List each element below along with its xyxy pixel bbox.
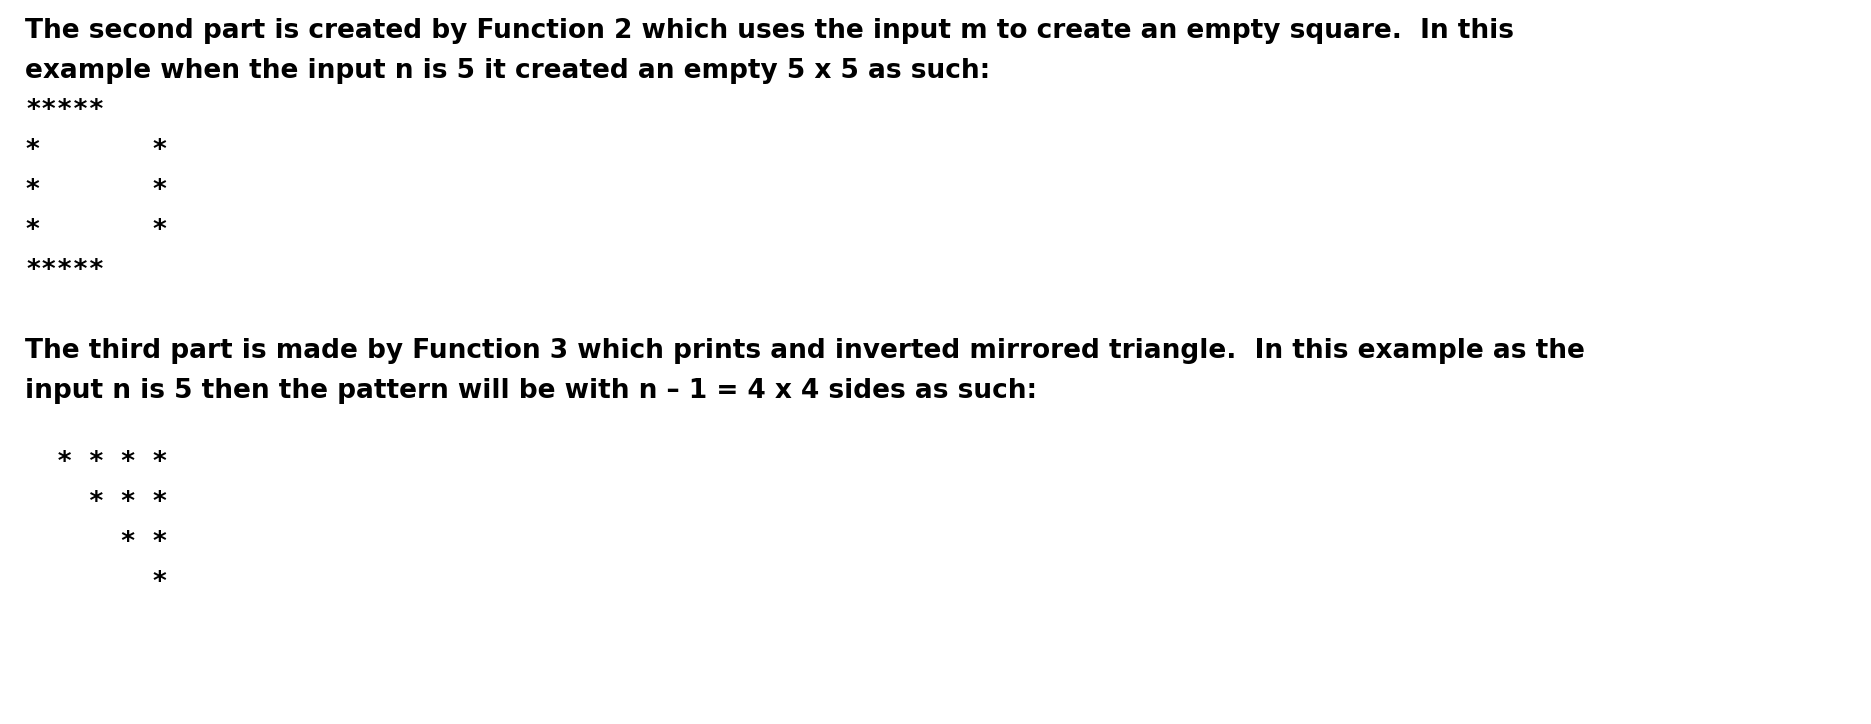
Text: The third part is made by Function 3 which prints and inverted mirrored triangle: The third part is made by Function 3 whi… [24, 338, 1585, 364]
Text: *       *: * * [24, 218, 168, 244]
Text: The second part is created by Function 2 which uses the input m to create an emp: The second part is created by Function 2… [24, 18, 1514, 44]
Text: *****: ***** [24, 258, 105, 284]
Text: *       *: * * [24, 138, 168, 164]
Text: * * *: * * * [24, 490, 168, 516]
Text: * *: * * [24, 530, 168, 556]
Text: input n is 5 then the pattern will be with n – 1 = 4 x 4 sides as such:: input n is 5 then the pattern will be wi… [24, 378, 1037, 404]
Text: * * * *: * * * * [24, 450, 168, 476]
Text: *: * [24, 570, 168, 596]
Text: example when the input n is 5 it created an empty 5 x 5 as such:: example when the input n is 5 it created… [24, 58, 990, 84]
Text: *****: ***** [24, 98, 105, 124]
Text: *       *: * * [24, 178, 168, 204]
